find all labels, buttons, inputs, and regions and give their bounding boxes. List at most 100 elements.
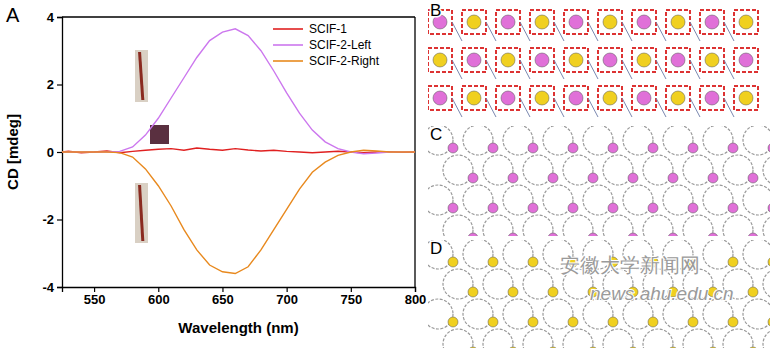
panel-label: B: [430, 1, 441, 20]
atom: [705, 91, 719, 105]
atom: [688, 203, 698, 213]
bond: [622, 98, 632, 117]
cage: [666, 10, 690, 34]
tick: 0: [47, 145, 62, 160]
tick-mark: [57, 84, 62, 85]
ring: [683, 215, 713, 236]
cage: [564, 48, 588, 72]
atom: [535, 15, 549, 29]
axis-line: [57, 18, 63, 288]
plot-area: [62, 29, 415, 274]
bond: [486, 22, 496, 41]
legend-entry: SCIF-1: [273, 22, 347, 36]
crystal: [140, 185, 143, 241]
bond: [690, 22, 700, 41]
ring: [743, 185, 770, 215]
atom: [668, 173, 678, 183]
bond: [588, 98, 598, 117]
atom: [433, 91, 447, 105]
ring: [723, 215, 753, 236]
atom: [548, 287, 558, 297]
inset-photos: [135, 50, 169, 243]
atom: [488, 257, 498, 267]
ring: [743, 299, 770, 329]
cage: [462, 10, 486, 34]
watermark: news.ahu.edu.cn: [590, 283, 734, 304]
bond: [486, 60, 496, 79]
inset-photo: [150, 125, 169, 144]
atom: [588, 347, 598, 348]
tick: -2: [42, 212, 62, 227]
cage: [598, 10, 622, 34]
tick-label: 2: [47, 77, 54, 92]
atom: [705, 53, 719, 67]
atom: [508, 347, 518, 348]
cage: [564, 10, 588, 34]
structure: [428, 10, 758, 117]
atom: [448, 143, 458, 153]
tick-label: -4: [42, 280, 54, 295]
atom: [588, 173, 598, 183]
x-axis: 550600650700750800: [63, 287, 427, 307]
atom: [569, 15, 583, 29]
ring: [743, 126, 770, 155]
panel-label: C: [430, 125, 442, 144]
tick: -4: [42, 280, 62, 295]
atom: [705, 15, 719, 29]
cage: [462, 48, 486, 72]
figure: 550600650700750800 -4 -2 0 2 4 Wavelength (nm)…: [0, 0, 777, 351]
atom: [528, 203, 538, 213]
cage: [496, 86, 520, 110]
bond: [486, 98, 496, 117]
ring: [603, 329, 633, 348]
ring: [523, 329, 553, 348]
structure-panel: D: [423, 239, 777, 351]
cage: [598, 86, 622, 110]
bond: [520, 60, 530, 79]
atom: [468, 347, 478, 348]
legend-swatch: [273, 44, 303, 46]
atom: [448, 203, 458, 213]
ring: [763, 269, 770, 299]
atom: [739, 15, 753, 29]
atom: [671, 53, 685, 67]
structure-panel: B: [428, 1, 758, 117]
ring: [563, 329, 593, 348]
bond: [452, 22, 462, 41]
atom: [528, 257, 538, 267]
atom: [637, 53, 651, 67]
bond: [622, 60, 632, 79]
atom: [608, 317, 618, 327]
atom: [668, 233, 678, 236]
bond: [520, 98, 530, 117]
tick-label: 550: [84, 292, 106, 307]
atom: [768, 317, 770, 327]
atom: [568, 203, 578, 213]
bond: [452, 60, 462, 79]
tick: 650: [212, 287, 234, 307]
ring: [443, 215, 473, 236]
bond: [588, 60, 598, 79]
cage: [530, 48, 554, 72]
atom: [488, 203, 498, 213]
cage: [428, 86, 452, 110]
atom: [708, 233, 718, 236]
ring: [743, 240, 770, 269]
atom: [467, 53, 481, 67]
atom: [603, 53, 617, 67]
atom: [608, 143, 618, 153]
atom: [608, 203, 618, 213]
atom: [535, 91, 549, 105]
tick-mark: [57, 287, 62, 288]
x-axis-title: Wavelength (nm): [178, 319, 298, 336]
atom: [671, 15, 685, 29]
cage: [700, 86, 724, 110]
ring: [523, 215, 553, 236]
panel-label: A: [6, 4, 20, 26]
bond: [588, 22, 598, 41]
atom: [548, 347, 558, 348]
tick: 4: [47, 10, 62, 25]
atom: [668, 347, 678, 348]
atom: [433, 53, 447, 67]
ring: [723, 329, 753, 348]
